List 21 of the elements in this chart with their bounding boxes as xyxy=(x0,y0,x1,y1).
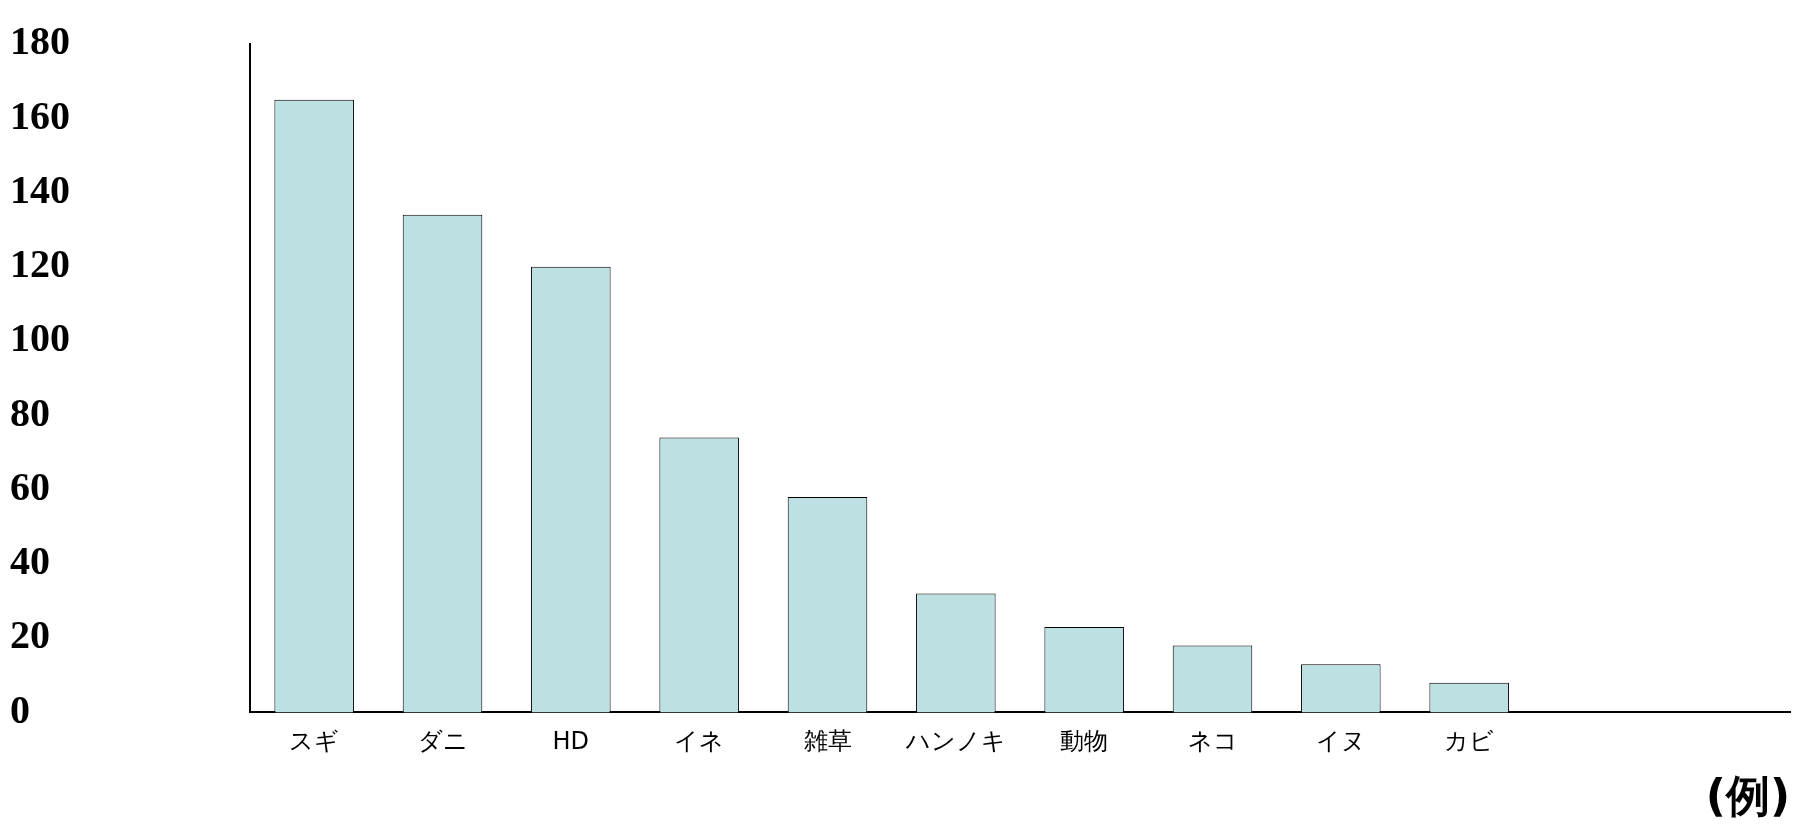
x-tick-label: イネ xyxy=(674,727,725,756)
y-tick-label: 100 xyxy=(10,315,70,361)
x-tick-label: カビ xyxy=(1444,727,1495,756)
x-tick-label: ダニ xyxy=(417,727,468,756)
y-tick-label: 40 xyxy=(10,538,50,584)
y-tick-label: 140 xyxy=(10,166,70,212)
x-tick-label: ハンノキ xyxy=(904,727,1006,756)
x-axis-title: (例) xyxy=(1705,770,1790,822)
x-tick-label: 動物 xyxy=(1060,727,1109,756)
x-tick-label: イヌ xyxy=(1315,727,1366,756)
y-tick-label: 160 xyxy=(10,92,70,138)
y-tick-label: 0 xyxy=(10,686,30,732)
y-tick-label: 60 xyxy=(10,463,50,509)
x-tick-label: HD xyxy=(552,727,590,756)
y-tick-label: 180 xyxy=(10,18,70,64)
y-tick-label: 120 xyxy=(10,241,70,287)
x-tick-label: スギ xyxy=(289,727,340,756)
y-tick-label: 20 xyxy=(10,612,50,658)
y-tick-label: 80 xyxy=(10,389,50,435)
x-tick-label: 雑草 xyxy=(803,727,852,756)
x-tick-label: ネコ xyxy=(1187,727,1238,756)
